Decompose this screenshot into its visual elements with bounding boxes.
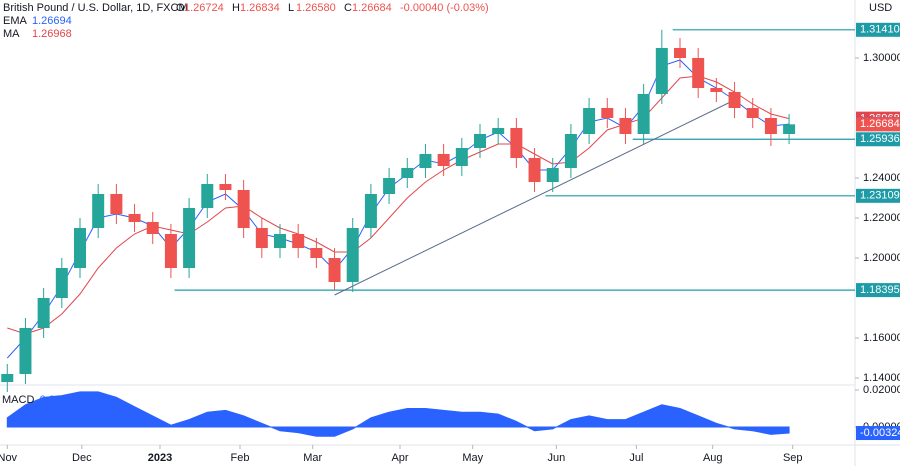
y-tick-label: 1.22000 — [863, 212, 900, 224]
last-value-tag — [856, 117, 900, 132]
candle-body — [728, 92, 741, 108]
legend-name: EMA — [3, 15, 28, 27]
ohlc-key: L — [288, 2, 294, 14]
ohlc-value: 1.26834 — [240, 2, 280, 14]
x-tick-label: Apr — [391, 452, 408, 464]
candle-body — [183, 208, 196, 268]
ohlc-value: 1.26724 — [184, 2, 224, 14]
candle-body — [74, 228, 86, 268]
candle-body — [546, 168, 559, 182]
candle-body — [128, 214, 141, 222]
candle-body — [419, 154, 432, 168]
y-tick-label: 1.16000 — [863, 332, 900, 344]
candle-body — [528, 158, 541, 182]
candle-body — [164, 234, 177, 268]
currency: USD — [869, 2, 892, 14]
x-tick-label: May — [462, 452, 483, 464]
candle-body — [328, 258, 341, 282]
candle-body — [637, 94, 650, 134]
candle-body — [655, 48, 668, 94]
level-tag-label: 1.31410 — [860, 24, 900, 36]
candle-body — [146, 222, 159, 234]
legend-value: 1.26694 — [32, 15, 72, 27]
ohlc-key: H — [232, 2, 240, 14]
ohlc-key: C — [344, 2, 352, 14]
symbol-title: British Pound / U.S. Dollar, 1D, FXCM — [3, 2, 188, 14]
candle-body — [237, 190, 250, 228]
x-tick-label: Jun — [547, 452, 565, 464]
x-tick-label: Dec — [72, 452, 92, 464]
candle-body — [274, 234, 286, 248]
macd-legend-value: -0.003 — [36, 394, 67, 406]
ohlc-value: 1.26580 — [296, 2, 336, 14]
candle-body — [692, 58, 705, 88]
x-tick-label: Nov — [0, 452, 18, 464]
candle-body — [764, 118, 777, 134]
candle-body — [455, 148, 468, 166]
x-tick-label: Sep — [783, 452, 803, 464]
candle-body — [401, 168, 414, 178]
ohlc-value: 1.26684 — [352, 2, 392, 14]
legend-value: 1.26968 — [32, 28, 72, 40]
candle-body — [583, 108, 596, 134]
y-tick-label: 1.20000 — [863, 252, 900, 264]
candle-body — [55, 268, 68, 298]
candle-body — [92, 194, 105, 228]
candle-body — [564, 134, 577, 168]
level-tag-label: 1.18395 — [860, 284, 900, 296]
candle-body — [437, 154, 450, 166]
last-value-label: -0.00324 — [860, 427, 900, 439]
level-tag — [856, 188, 900, 203]
candle-body — [746, 108, 759, 118]
last-value-label: 1.26684 — [860, 118, 900, 130]
candle-body — [383, 178, 396, 194]
ohlc-key: O — [176, 2, 185, 14]
x-tick-label: 2023 — [148, 452, 172, 464]
candle-body — [710, 88, 723, 92]
level-tag-label: 1.23109 — [860, 190, 900, 202]
y-tick-label: 1.30000 — [863, 52, 900, 64]
candle-body — [601, 108, 614, 118]
level-tag — [856, 132, 900, 147]
x-tick-label: Aug — [703, 452, 723, 464]
candle-body — [492, 128, 505, 134]
candle-body — [219, 184, 232, 190]
macd-y-tick-label: 0.02000 — [863, 384, 900, 396]
level-tag-label: 1.25936 — [860, 133, 900, 145]
x-tick-label: Feb — [231, 452, 250, 464]
change: -0.00040 (-0.03%) — [400, 2, 489, 14]
y-tick-label: 1.24000 — [863, 172, 900, 184]
macd-name: MACD — [2, 394, 34, 406]
level-tag — [856, 283, 900, 298]
x-tick-label: Mar — [303, 452, 322, 464]
indicator-line — [7, 75, 790, 335]
candle-body — [1, 374, 14, 382]
candle-body — [37, 298, 50, 328]
level-tag — [856, 22, 900, 37]
candle-body — [510, 128, 523, 158]
candle-body — [619, 118, 632, 134]
legend-name: MA — [3, 28, 20, 40]
candle-body — [346, 228, 359, 282]
candle-body — [783, 124, 796, 134]
macd-area — [6, 391, 790, 437]
plot — [1, 29, 859, 449]
y-tick-label: 1.14000 — [863, 372, 900, 384]
x-tick-label: Jul — [629, 452, 643, 464]
candle-body — [474, 134, 486, 148]
candle-body — [292, 234, 305, 248]
last-value-tag — [856, 426, 900, 441]
candle-body — [364, 194, 377, 228]
candle-body — [19, 328, 32, 374]
candle-body — [310, 248, 323, 258]
candle-body — [201, 184, 214, 208]
candle-body — [674, 48, 686, 58]
candle-body — [110, 194, 123, 214]
trendline — [334, 99, 735, 296]
candle-body — [255, 228, 268, 248]
